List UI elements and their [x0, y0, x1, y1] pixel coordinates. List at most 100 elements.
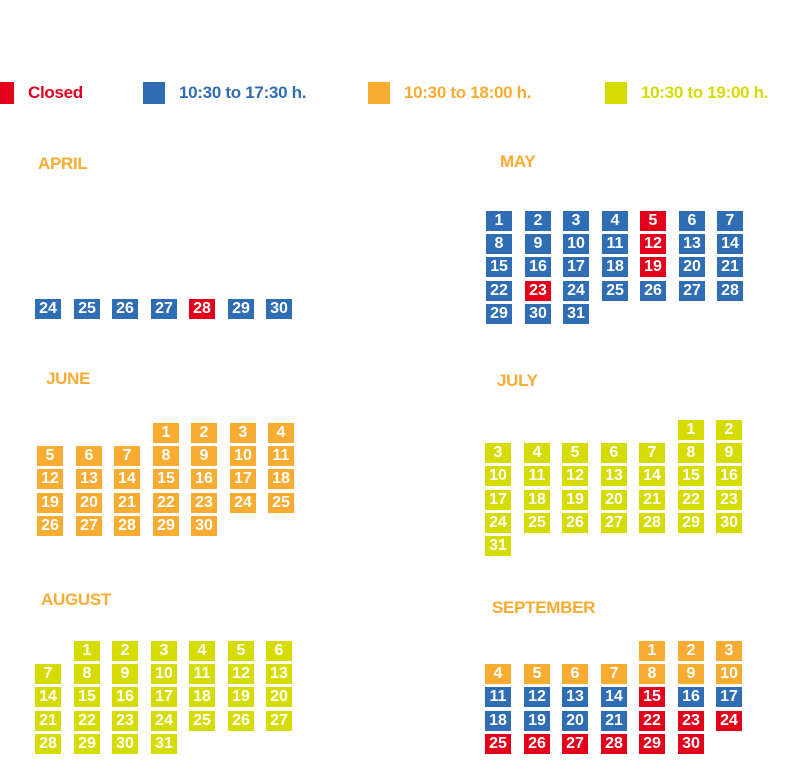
- day-cell-23: 23: [112, 711, 138, 731]
- day-cell-19: 19: [640, 257, 666, 277]
- day-cell-30: 30: [266, 299, 292, 319]
- day-cell-21: 21: [717, 257, 743, 277]
- day-cell-8: 8: [678, 443, 704, 463]
- day-cell-25: 25: [74, 299, 100, 319]
- day-cell-7: 7: [114, 446, 140, 466]
- day-cell-3: 3: [151, 641, 177, 661]
- day-cell-2: 2: [678, 641, 704, 661]
- day-cell-8: 8: [153, 446, 179, 466]
- day-cell-11: 11: [524, 466, 550, 486]
- day-cell-7: 7: [601, 664, 627, 684]
- day-cell-29: 29: [486, 304, 512, 324]
- day-cell-9: 9: [525, 234, 551, 254]
- day-cell-10: 10: [230, 446, 256, 466]
- day-cell-16: 16: [525, 257, 551, 277]
- day-cell-11: 11: [189, 664, 215, 684]
- day-cell-26: 26: [37, 516, 63, 536]
- day-cell-5: 5: [562, 443, 588, 463]
- day-cell-26: 26: [112, 299, 138, 319]
- day-cell-20: 20: [76, 493, 102, 513]
- day-cell-25: 25: [268, 493, 294, 513]
- day-cell-28: 28: [114, 516, 140, 536]
- day-cell-18: 18: [268, 469, 294, 489]
- day-cell-19: 19: [562, 490, 588, 510]
- day-cell-27: 27: [679, 281, 705, 301]
- day-cell-6: 6: [562, 664, 588, 684]
- day-cell-25: 25: [189, 711, 215, 731]
- day-cell-8: 8: [74, 664, 100, 684]
- legend-swatch-blue: [143, 82, 165, 104]
- day-cell-28: 28: [717, 281, 743, 301]
- day-cell-16: 16: [678, 687, 704, 707]
- day-cell-19: 19: [37, 493, 63, 513]
- day-cell-23: 23: [678, 711, 704, 731]
- day-cell-15: 15: [639, 687, 665, 707]
- day-cell-2: 2: [112, 641, 138, 661]
- day-cell-8: 8: [486, 234, 512, 254]
- day-cell-13: 13: [266, 664, 292, 684]
- day-cell-3: 3: [230, 423, 256, 443]
- day-cell-24: 24: [35, 299, 61, 319]
- day-cell-15: 15: [153, 469, 179, 489]
- day-cell-14: 14: [601, 687, 627, 707]
- day-cell-14: 14: [639, 466, 665, 486]
- day-cell-9: 9: [112, 664, 138, 684]
- day-cell-21: 21: [114, 493, 140, 513]
- day-cell-17: 17: [563, 257, 589, 277]
- day-cell-16: 16: [716, 466, 742, 486]
- day-cell-15: 15: [678, 466, 704, 486]
- day-cell-23: 23: [716, 490, 742, 510]
- day-cell-12: 12: [640, 234, 666, 254]
- day-cell-26: 26: [524, 734, 550, 754]
- day-cell-18: 18: [189, 687, 215, 707]
- day-cell-14: 14: [114, 469, 140, 489]
- day-cell-28: 28: [639, 513, 665, 533]
- month-title: MAY: [500, 152, 536, 171]
- day-cell-25: 25: [485, 734, 511, 754]
- day-cell-9: 9: [678, 664, 704, 684]
- day-cell-17: 17: [151, 687, 177, 707]
- day-cell-29: 29: [74, 734, 100, 754]
- day-cell-4: 4: [485, 664, 511, 684]
- day-cell-1: 1: [639, 641, 665, 661]
- day-cell-4: 4: [602, 211, 628, 231]
- day-cell-30: 30: [191, 516, 217, 536]
- day-cell-22: 22: [74, 711, 100, 731]
- day-cell-26: 26: [562, 513, 588, 533]
- day-cell-22: 22: [486, 281, 512, 301]
- day-cell-5: 5: [228, 641, 254, 661]
- day-cell-11: 11: [602, 234, 628, 254]
- day-cell-6: 6: [76, 446, 102, 466]
- day-cell-2: 2: [525, 211, 551, 231]
- day-cell-24: 24: [563, 281, 589, 301]
- day-cell-20: 20: [266, 687, 292, 707]
- month-title: JULY: [497, 371, 538, 390]
- day-cell-4: 4: [268, 423, 294, 443]
- day-cell-17: 17: [485, 490, 511, 510]
- day-cell-16: 16: [191, 469, 217, 489]
- day-cell-9: 9: [716, 443, 742, 463]
- day-cell-9: 9: [191, 446, 217, 466]
- day-cell-21: 21: [601, 711, 627, 731]
- day-cell-1: 1: [74, 641, 100, 661]
- day-cell-13: 13: [562, 687, 588, 707]
- day-cell-28: 28: [189, 299, 215, 319]
- day-cell-23: 23: [191, 493, 217, 513]
- day-cell-2: 2: [191, 423, 217, 443]
- day-cell-24: 24: [716, 711, 742, 731]
- day-cell-6: 6: [601, 443, 627, 463]
- month-title: JUNE: [46, 369, 91, 388]
- day-cell-24: 24: [151, 711, 177, 731]
- day-cell-25: 25: [524, 513, 550, 533]
- day-cell-18: 18: [485, 711, 511, 731]
- day-cell-27: 27: [76, 516, 102, 536]
- day-cell-14: 14: [35, 687, 61, 707]
- day-cell-29: 29: [153, 516, 179, 536]
- day-cell-27: 27: [562, 734, 588, 754]
- day-cell-15: 15: [486, 257, 512, 277]
- day-cell-1: 1: [486, 211, 512, 231]
- day-cell-12: 12: [228, 664, 254, 684]
- day-cell-20: 20: [562, 711, 588, 731]
- day-cell-10: 10: [563, 234, 589, 254]
- day-cell-12: 12: [562, 466, 588, 486]
